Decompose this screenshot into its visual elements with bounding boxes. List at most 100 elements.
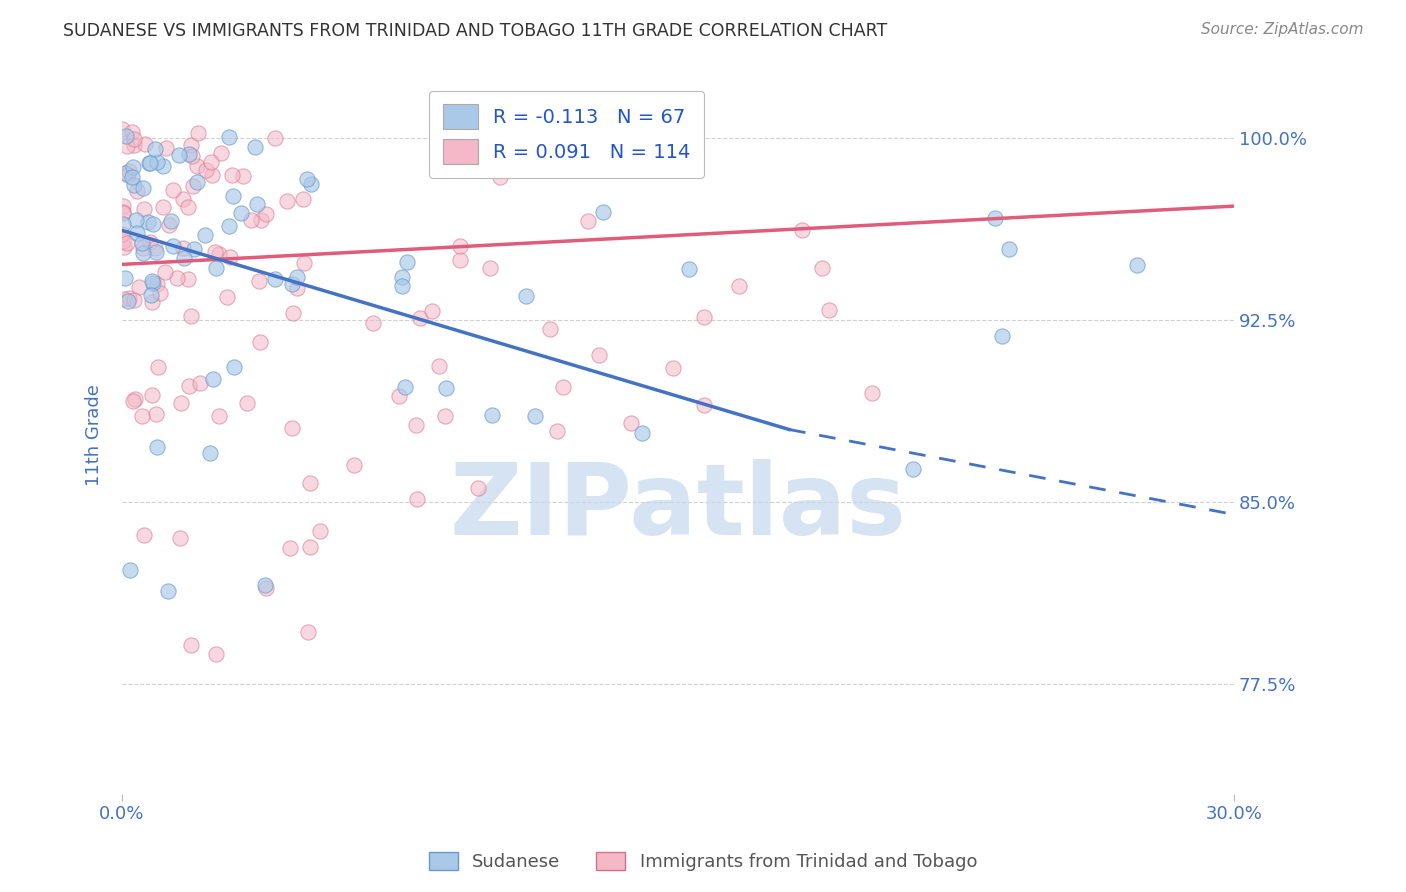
Point bbox=[200, 154, 222, 169]
Point bbox=[143, 241, 166, 255]
Point bbox=[342, 458, 364, 472]
Point bbox=[155, 141, 177, 155]
Point bbox=[115, 235, 138, 250]
Point bbox=[860, 386, 883, 401]
Point bbox=[166, 271, 188, 285]
Point bbox=[222, 189, 245, 203]
Point bbox=[118, 164, 141, 178]
Point bbox=[250, 213, 273, 227]
Point bbox=[299, 476, 322, 491]
Point bbox=[246, 197, 269, 211]
Point bbox=[167, 148, 190, 162]
Point bbox=[152, 160, 174, 174]
Point bbox=[117, 139, 139, 153]
Point bbox=[388, 388, 411, 402]
Point bbox=[131, 236, 153, 251]
Point bbox=[434, 409, 457, 423]
Point bbox=[141, 294, 163, 309]
Point bbox=[118, 564, 141, 578]
Point bbox=[278, 541, 301, 555]
Point bbox=[219, 250, 242, 264]
Point bbox=[136, 215, 159, 229]
Point bbox=[172, 241, 194, 255]
Point bbox=[200, 168, 222, 182]
Point bbox=[406, 492, 429, 507]
Point bbox=[117, 293, 139, 308]
Point bbox=[124, 392, 146, 406]
Point bbox=[405, 418, 427, 433]
Point bbox=[180, 138, 202, 153]
Point bbox=[186, 175, 208, 189]
Point bbox=[138, 235, 160, 250]
Point bbox=[254, 578, 277, 592]
Point bbox=[131, 242, 153, 256]
Point bbox=[188, 376, 211, 390]
Point bbox=[122, 394, 145, 409]
Point bbox=[692, 310, 714, 325]
Point bbox=[218, 219, 240, 234]
Point bbox=[153, 265, 176, 279]
Point bbox=[201, 372, 224, 386]
Point bbox=[172, 192, 194, 206]
Point bbox=[194, 162, 217, 177]
Point bbox=[112, 199, 135, 213]
Point bbox=[984, 211, 1007, 225]
Point bbox=[146, 359, 169, 374]
Text: Source: ZipAtlas.com: Source: ZipAtlas.com bbox=[1201, 22, 1364, 37]
Point bbox=[429, 359, 451, 373]
Point bbox=[678, 262, 700, 277]
Point bbox=[467, 481, 489, 495]
Point bbox=[245, 139, 267, 153]
Legend: Sudanese, Immigrants from Trinidad and Tobago: Sudanese, Immigrants from Trinidad and T… bbox=[422, 845, 984, 879]
Point bbox=[901, 462, 924, 476]
Point bbox=[420, 304, 443, 318]
Point bbox=[173, 251, 195, 265]
Point bbox=[114, 128, 136, 143]
Point bbox=[811, 260, 834, 275]
Point bbox=[179, 146, 201, 161]
Point bbox=[576, 214, 599, 228]
Point bbox=[121, 125, 143, 139]
Point bbox=[588, 347, 610, 361]
Point bbox=[209, 146, 232, 161]
Point bbox=[121, 170, 143, 185]
Point bbox=[121, 160, 143, 174]
Point bbox=[208, 247, 231, 261]
Point bbox=[177, 200, 200, 214]
Point bbox=[247, 274, 270, 288]
Point bbox=[231, 169, 253, 184]
Point bbox=[434, 382, 457, 396]
Point bbox=[157, 218, 180, 232]
Text: ZIPatlas: ZIPatlas bbox=[450, 458, 907, 556]
Point bbox=[991, 328, 1014, 343]
Point bbox=[138, 156, 160, 170]
Point bbox=[162, 238, 184, 252]
Point bbox=[122, 131, 145, 145]
Point bbox=[249, 335, 271, 350]
Point bbox=[630, 425, 652, 440]
Point bbox=[170, 396, 193, 410]
Point bbox=[183, 242, 205, 256]
Point bbox=[125, 212, 148, 227]
Legend: R = -0.113   N = 67, R = 0.091   N = 114: R = -0.113 N = 67, R = 0.091 N = 114 bbox=[429, 91, 704, 178]
Point bbox=[112, 205, 135, 219]
Point bbox=[239, 213, 262, 227]
Point bbox=[221, 169, 243, 183]
Point bbox=[145, 407, 167, 421]
Point bbox=[449, 239, 471, 253]
Point bbox=[149, 285, 172, 300]
Point bbox=[122, 178, 145, 193]
Point bbox=[546, 424, 568, 438]
Point bbox=[111, 227, 134, 242]
Point bbox=[449, 253, 471, 268]
Point bbox=[215, 290, 238, 304]
Point bbox=[180, 638, 202, 652]
Point bbox=[488, 170, 510, 185]
Point bbox=[254, 581, 277, 595]
Text: SUDANESE VS IMMIGRANTS FROM TRINIDAD AND TOBAGO 11TH GRADE CORRELATION CHART: SUDANESE VS IMMIGRANTS FROM TRINIDAD AND… bbox=[63, 22, 887, 40]
Point bbox=[481, 408, 503, 422]
Point bbox=[281, 306, 304, 320]
Point bbox=[817, 303, 839, 318]
Point bbox=[204, 244, 226, 259]
Point bbox=[142, 276, 165, 290]
